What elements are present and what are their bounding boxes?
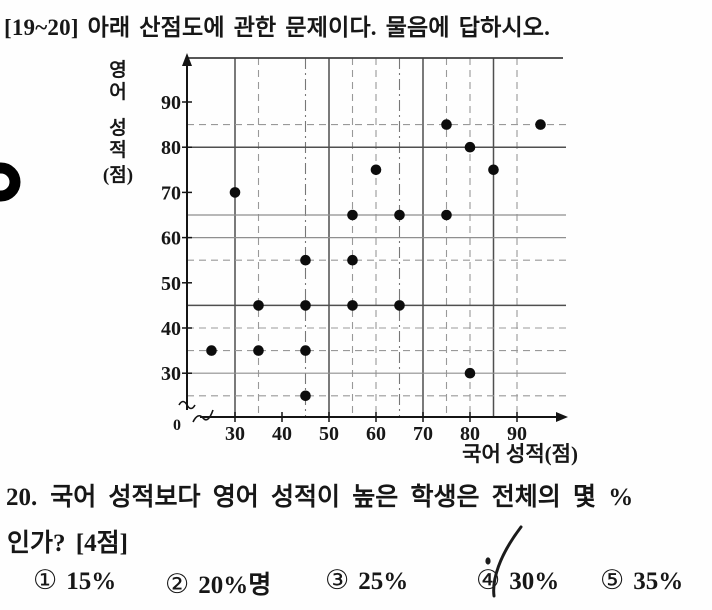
x-tick-label-40: 40 <box>272 423 292 445</box>
scan-artifact-ring <box>0 162 21 202</box>
x-axis-arrow-icon <box>556 412 568 422</box>
y-tick-label-40: 40 <box>161 318 181 340</box>
x-axis-break-icon <box>192 409 214 423</box>
y-tick-label-90: 90 <box>161 92 181 114</box>
choice-5-label: 35% <box>633 568 684 595</box>
question-number: 20. <box>6 484 38 511</box>
y-axis-label-char-2: 성 <box>109 117 126 139</box>
choice-3-marker: ③ <box>325 565 350 596</box>
point-30-70 <box>229 187 241 198</box>
point-85-75 <box>488 164 499 176</box>
point-80-30 <box>464 367 476 379</box>
choice-2: ② 20%명 <box>165 565 271 601</box>
point-25-35 <box>206 345 217 356</box>
point-60-75 <box>370 164 382 176</box>
x-tick-label-90: 90 <box>507 423 527 445</box>
x-tick-label-60: 60 <box>366 423 386 445</box>
point-45-45 <box>300 300 311 311</box>
y-axis-label-char-0: 영 <box>109 59 126 81</box>
point-35-35 <box>253 345 264 356</box>
choice-2-label: 20%명 <box>198 572 272 599</box>
question-text: 국어 성적보다 영어 성적이 높은 학생은 전체의 몇 % <box>50 484 634 511</box>
choice-1: ① 15% <box>33 565 116 596</box>
y-tick-label-60: 60 <box>161 228 181 250</box>
point-45-35 <box>300 345 311 356</box>
point-75-65 <box>441 209 452 221</box>
choice-1-marker: ① <box>33 565 58 596</box>
choice-2-marker: ② <box>165 569 190 600</box>
x-tick-label-70: 70 <box>413 423 433 445</box>
choice-1-label: 15% <box>66 568 117 595</box>
origin-label: 0 <box>173 417 181 434</box>
pen-checkmark <box>485 525 523 598</box>
point-35-45 <box>253 300 264 311</box>
x-tick-label-80: 80 <box>460 423 480 445</box>
pen-stroke <box>492 525 523 598</box>
point-65-65 <box>394 209 405 221</box>
point-55-45 <box>347 300 358 311</box>
question-line-1: 20. 국어 성적보다 영어 성적이 높은 학생은 전체의 몇 % <box>6 482 633 513</box>
choice-4-label: 30% <box>509 568 560 595</box>
x-axis-label: 국어 성적(점) <box>462 442 578 466</box>
pen-dot <box>485 557 491 565</box>
section-header: [19~20] 아래 산점도에 관한 문제이다. 물음에 답하시오. <box>4 15 551 40</box>
question-line-2: 인가? [4점] <box>7 530 128 557</box>
choice-5-marker: ⑤ <box>600 565 625 596</box>
point-65-45 <box>394 300 405 311</box>
y-axis-label-char-4: (점) <box>103 164 133 186</box>
point-75-85 <box>441 119 452 130</box>
choice-5: ⑤ 35% <box>600 565 683 596</box>
y-axis-break-icon <box>178 400 196 410</box>
scan-artifact-blob <box>0 162 21 202</box>
y-axis-label-char-3: 적 <box>109 139 126 161</box>
point-45-25 <box>300 390 311 402</box>
point-55-65 <box>347 209 358 221</box>
y-tick-label-30: 30 <box>161 363 181 385</box>
point-45-55 <box>300 254 311 266</box>
point-80-80 <box>464 141 476 153</box>
choice-3: ③ 25% <box>325 565 408 596</box>
y-axis-arrow-icon <box>182 53 192 66</box>
choice-3-label: 25% <box>358 568 409 595</box>
x-tick-label-30: 30 <box>225 423 245 445</box>
point-95-85 <box>535 119 546 130</box>
y-tick-label-70: 70 <box>161 182 181 204</box>
x-tick-label-50: 50 <box>319 423 339 445</box>
y-tick-label-80: 80 <box>161 137 181 159</box>
y-tick-label-50: 50 <box>161 273 181 295</box>
point-55-55 <box>347 254 358 266</box>
y-axis-label-char-1: 어 <box>109 81 126 103</box>
